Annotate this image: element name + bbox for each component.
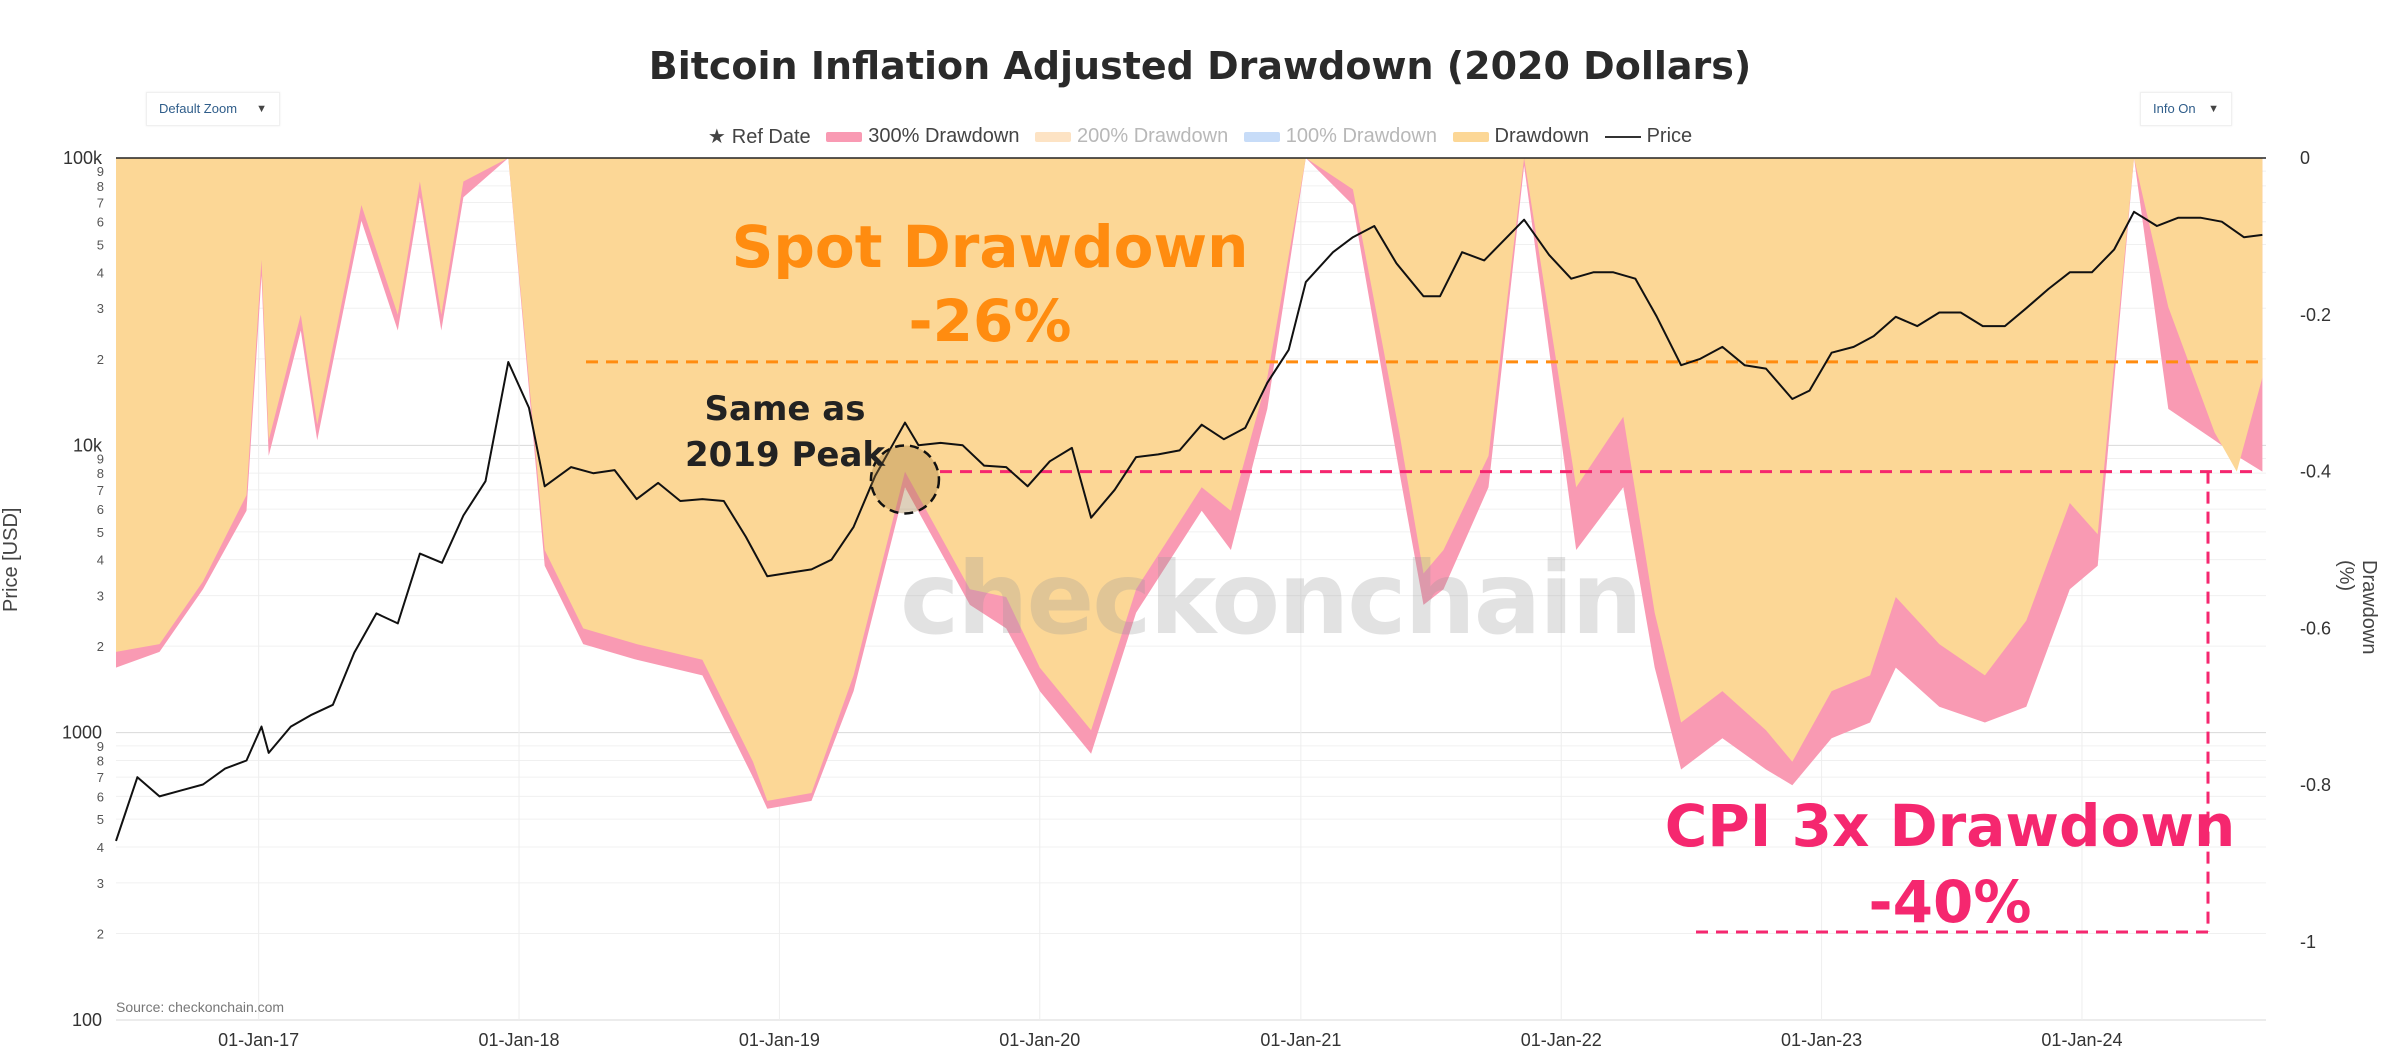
y-tick-label: 100k [63, 148, 103, 168]
legend-swatch-200 [1035, 131, 1072, 142]
y2-tick-label: -1 [2300, 932, 2316, 952]
y2-tick-label: -0.6 [2300, 618, 2331, 638]
y-minor-tick-label: 9 [97, 739, 104, 754]
star-icon: ★ [707, 126, 726, 148]
y-minor-tick-label: 4 [97, 265, 104, 280]
x-tick-label: 01-Jan-19 [739, 1030, 820, 1050]
annotation-cpi-value: -40% [1868, 868, 2032, 936]
y-minor-tick-label: 4 [97, 553, 104, 568]
y-minor-tick-label: 7 [97, 196, 104, 211]
y-minor-tick-label: 2 [97, 639, 104, 654]
x-tick-label: 01-Jan-20 [999, 1030, 1080, 1050]
annotation-spot-value: -26% [908, 287, 1072, 355]
watermark: checkonchain [900, 540, 1643, 657]
y2-tick-label: -0.8 [2300, 775, 2331, 795]
y-minor-tick-label: 6 [97, 502, 104, 517]
y-minor-tick-label: 5 [97, 525, 104, 540]
y-tick-label: 100 [72, 1010, 102, 1030]
x-tick-label: 01-Jan-24 [2041, 1030, 2122, 1050]
area-drawdown [116, 158, 2263, 801]
annotation-cpi-drawdown: CPI 3x Drawdown -40% [1600, 788, 2300, 940]
legend-swatch-drawdown [1452, 131, 1489, 142]
y-minor-tick-label: 8 [97, 179, 104, 194]
y-minor-tick-label: 7 [97, 483, 104, 498]
annotation-same-line1: Same as [704, 389, 866, 429]
y-minor-tick-label: 7 [97, 770, 104, 785]
y-minor-tick-label: 6 [97, 789, 104, 804]
price-line [115, 210, 2263, 842]
x-tick-label: 01-Jan-21 [1260, 1030, 1341, 1050]
chevron-down-icon: ▼ [256, 103, 267, 115]
info-dropdown-label: Info On [2153, 101, 2196, 116]
y-tick-label: 10k [73, 435, 103, 455]
chart-title: Bitcoin Inflation Adjusted Drawdown (202… [648, 44, 1752, 88]
y-minor-tick-label: 9 [97, 164, 104, 179]
y-minor-tick-label: 2 [97, 352, 104, 367]
legend-item-300-drawdown[interactable]: 300% Drawdown [826, 125, 1019, 148]
x-tick-label: 01-Jan-17 [218, 1030, 299, 1050]
y-minor-tick-label: 3 [97, 589, 104, 604]
legend-item-ref-date[interactable]: ★ Ref Date [708, 124, 811, 149]
y-minor-tick-label: 4 [97, 840, 104, 855]
y-minor-tick-label: 6 [97, 215, 104, 230]
legend-swatch-price [1604, 135, 1641, 138]
legend-label-300: 300% Drawdown [868, 125, 1020, 147]
annotation-same-line2: 2019 Peak [685, 435, 885, 475]
annotation-cpi-title: CPI 3x Drawdown [1664, 792, 2236, 860]
x-tick-label: 01-Jan-22 [1521, 1030, 1602, 1050]
source-note: Source: checkonchain.com [116, 999, 285, 1015]
y-axis-label-right: Drawdown (%) [2335, 560, 2380, 655]
annotation-spot-title: Spot Drawdown [731, 213, 1249, 281]
same-as-2019-peak-circle [869, 444, 941, 515]
y2-tick-label: -0.4 [2300, 462, 2331, 482]
info-dropdown[interactable]: Info On ▼ [2140, 92, 2232, 126]
legend-item-drawdown[interactable]: Drawdown [1452, 125, 1590, 148]
legend-item-100-drawdown[interactable]: 100% Drawdown [1243, 125, 1437, 148]
legend-item-200-drawdown[interactable]: 200% Drawdown [1035, 125, 1228, 148]
legend-item-price[interactable]: Price [1604, 125, 1693, 148]
y-minor-tick-label: 9 [97, 451, 104, 466]
chevron-down-icon: ▼ [2208, 103, 2219, 115]
y-minor-tick-label: 5 [97, 237, 104, 252]
y-tick-label: 1000 [62, 723, 102, 743]
legend-label-200: 200% Drawdown [1077, 125, 1229, 147]
y2-tick-label: 0 [2300, 148, 2310, 168]
y-minor-tick-label: 5 [97, 812, 104, 827]
legend-label-drawdown: Drawdown [1494, 125, 1590, 147]
zoom-dropdown[interactable]: Default Zoom ▼ [146, 92, 280, 126]
x-tick-label: 01-Jan-23 [1781, 1030, 1862, 1050]
legend-swatch-300 [826, 131, 863, 142]
y-minor-tick-label: 8 [97, 754, 104, 769]
y-minor-tick-label: 2 [97, 927, 104, 942]
legend-label-100: 100% Drawdown [1285, 125, 1437, 147]
y-minor-tick-label: 3 [97, 301, 104, 316]
legend-label-ref-date: Ref Date [731, 126, 811, 148]
legend-swatch-100 [1243, 131, 1280, 142]
y2-tick-label: -0.2 [2300, 305, 2331, 325]
y-minor-tick-label: 8 [97, 466, 104, 481]
legend: ★ Ref Date 300% Drawdown 200% Drawdown 10… [0, 124, 2400, 149]
x-tick-label: 01-Jan-18 [479, 1030, 560, 1050]
y-minor-tick-label: 3 [97, 876, 104, 891]
zoom-dropdown-label: Default Zoom [159, 101, 238, 116]
annotation-same-as-2019: Same as 2019 Peak [650, 386, 920, 478]
annotation-spot-drawdown: Spot Drawdown -26% [640, 210, 1340, 358]
y-axis-label-left: Price [USD] [0, 507, 22, 612]
legend-label-price: Price [1646, 125, 1693, 147]
